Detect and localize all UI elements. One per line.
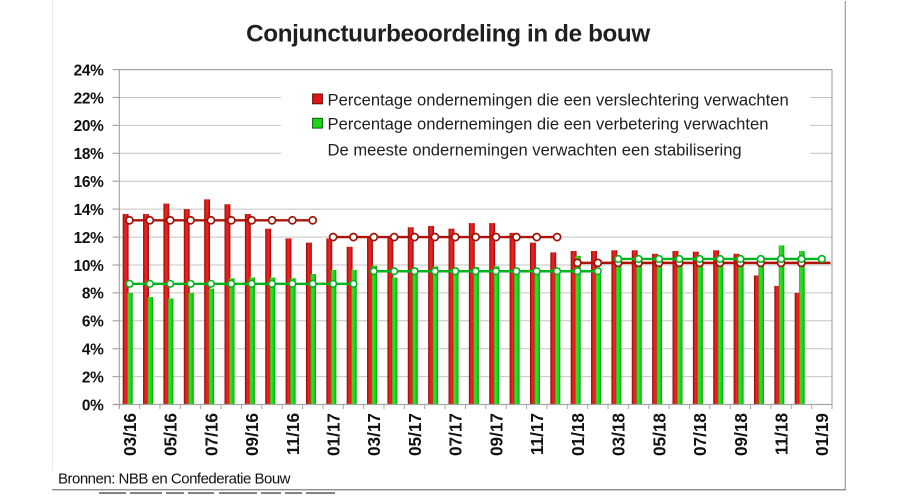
svg-text:07/18: 07/18 (690, 413, 710, 456)
svg-text:Bronnen: NBB en Confederatie B: Bronnen: NBB en Confederatie Bouw (58, 471, 291, 488)
svg-text:2%: 2% (82, 369, 104, 386)
svg-text:09/16: 09/16 (242, 413, 262, 456)
svg-text:10%: 10% (74, 258, 105, 275)
svg-text:05/17: 05/17 (405, 413, 425, 456)
svg-text:Percentage ondernemingen die e: Percentage ondernemingen die een verbete… (328, 115, 769, 134)
svg-text:0%: 0% (82, 397, 104, 414)
svg-text:Percentage ondernemingen die e: Percentage ondernemingen die een verslec… (328, 90, 789, 109)
svg-text:24%: 24% (74, 62, 105, 79)
svg-text:01/17: 01/17 (324, 413, 344, 456)
svg-text:4%: 4% (82, 342, 104, 359)
svg-text:07/17: 07/17 (446, 413, 466, 456)
svg-text:09/17: 09/17 (486, 413, 506, 456)
svg-text:De meeste ondernemingen verwac: De meeste ondernemingen verwachten een s… (328, 141, 742, 160)
svg-text:16%: 16% (74, 174, 105, 191)
svg-text:18%: 18% (74, 146, 105, 163)
svg-text:07/16: 07/16 (201, 413, 221, 456)
svg-text:22%: 22% (74, 90, 105, 107)
svg-text:Conjunctuurbeoordeling in de b: Conjunctuurbeoordeling in de bouw (246, 21, 650, 48)
svg-text:03/16: 03/16 (120, 413, 140, 456)
svg-text:20%: 20% (74, 118, 105, 135)
svg-text:09/18: 09/18 (731, 413, 751, 456)
svg-text:01/19: 01/19 (812, 413, 832, 456)
svg-text:03/17: 03/17 (364, 413, 384, 456)
svg-text:12%: 12% (74, 230, 105, 247)
svg-text:6%: 6% (82, 314, 104, 331)
svg-text:8%: 8% (82, 286, 104, 303)
svg-text:11/18: 11/18 (771, 413, 791, 456)
svg-text:01/18: 01/18 (568, 413, 588, 456)
svg-text:14%: 14% (74, 202, 105, 219)
svg-text:05/16: 05/16 (161, 413, 181, 456)
svg-text:11/17: 11/17 (527, 413, 547, 455)
svg-text:11/16: 11/16 (283, 413, 303, 455)
svg-text:05/18: 05/18 (649, 413, 669, 456)
svg-text:03/18: 03/18 (609, 413, 629, 456)
